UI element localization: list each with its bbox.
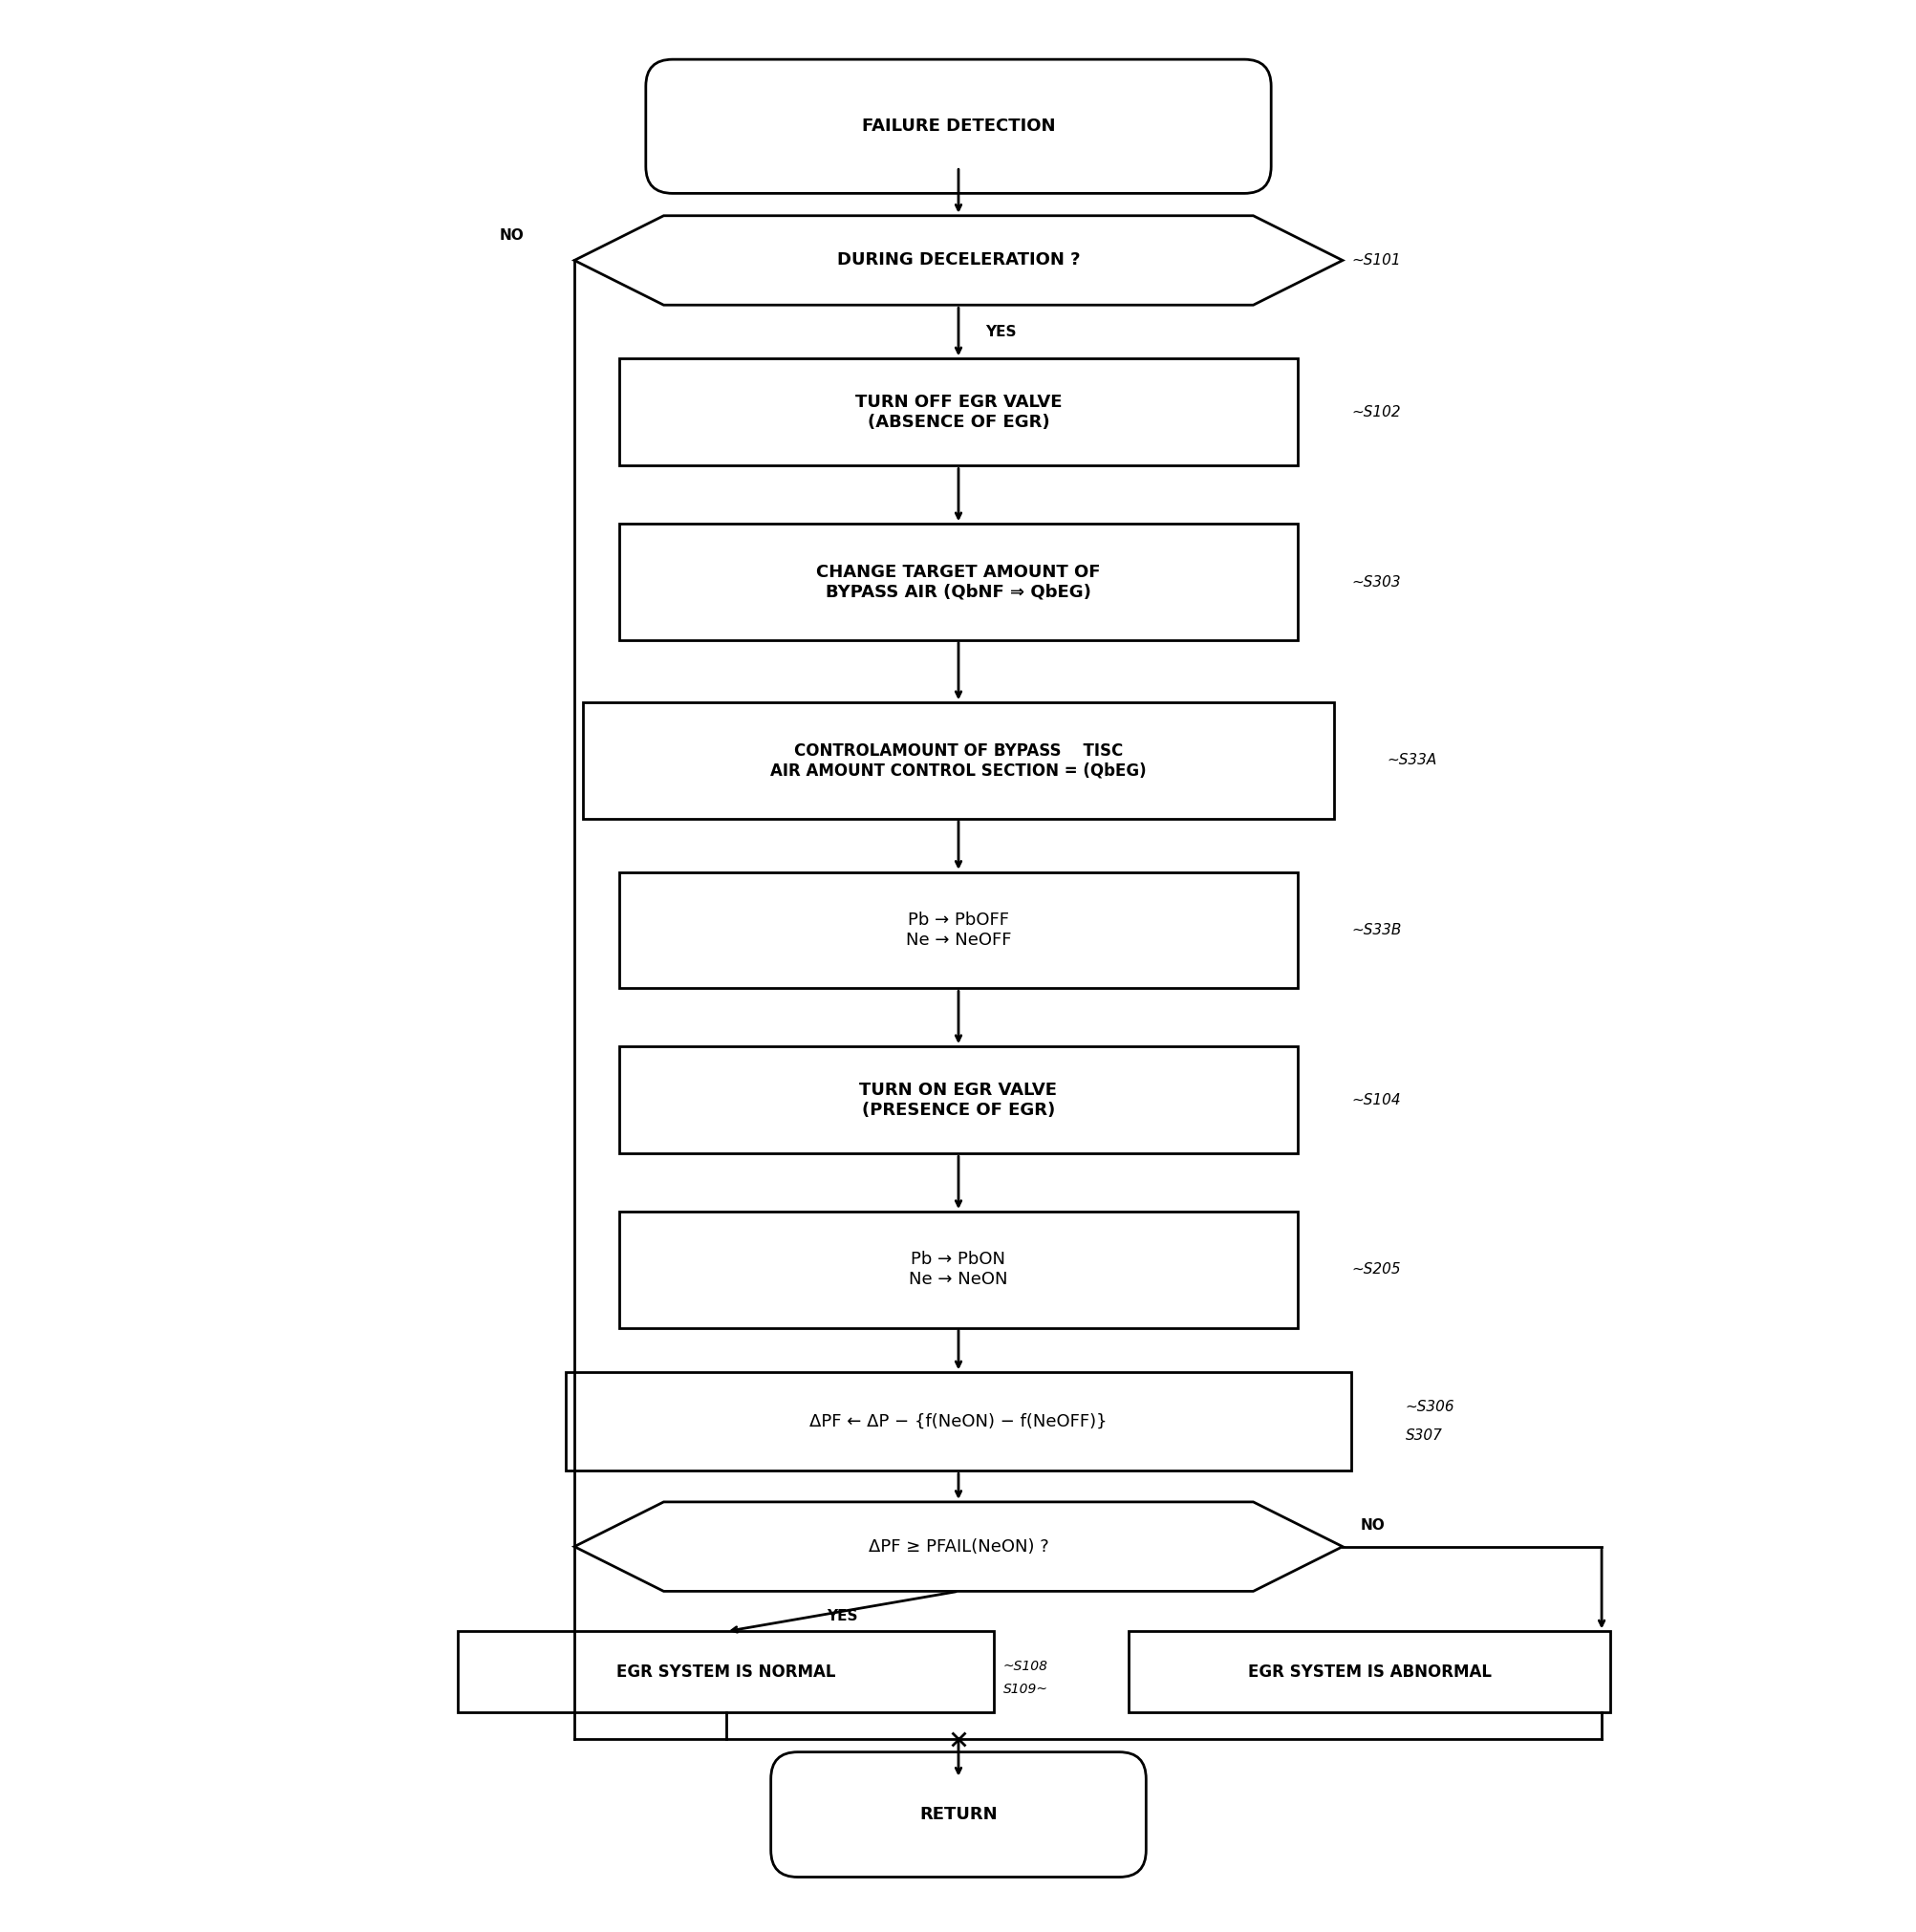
Text: ~S101: ~S101: [1351, 253, 1401, 267]
Text: EGR SYSTEM IS ABNORMAL: EGR SYSTEM IS ABNORMAL: [1247, 1663, 1491, 1681]
Text: FAILURE DETECTION: FAILURE DETECTION: [862, 118, 1054, 135]
FancyBboxPatch shape: [770, 1752, 1146, 1878]
Text: CONTROLAMOUNT OF BYPASS    TISC
AIR AMOUNT CONTROL SECTION = (QbEG): CONTROLAMOUNT OF BYPASS TISC AIR AMOUNT …: [770, 742, 1146, 779]
Text: Pb → PbON
Ne → NeON: Pb → PbON Ne → NeON: [908, 1252, 1008, 1289]
Text: EGR SYSTEM IS NORMAL: EGR SYSTEM IS NORMAL: [617, 1663, 835, 1681]
Text: ΔPF ← ΔP − {f(NeON) − f(NeOFF)}: ΔPF ← ΔP − {f(NeON) − f(NeOFF)}: [809, 1412, 1107, 1430]
Text: S109~: S109~: [1002, 1683, 1048, 1696]
Bar: [619, 524, 1297, 639]
Text: S307: S307: [1404, 1428, 1441, 1443]
Text: ~S33A: ~S33A: [1387, 753, 1437, 767]
Bar: [619, 359, 1297, 466]
Bar: [619, 1211, 1297, 1327]
Bar: [619, 871, 1297, 989]
Text: YES: YES: [826, 1609, 858, 1623]
FancyBboxPatch shape: [646, 60, 1270, 193]
Text: RETURN: RETURN: [920, 1806, 996, 1824]
Text: ~S303: ~S303: [1351, 574, 1401, 589]
Text: ~S306: ~S306: [1404, 1401, 1454, 1414]
Text: TURN OFF EGR VALVE
(ABSENCE OF EGR): TURN OFF EGR VALVE (ABSENCE OF EGR): [855, 394, 1061, 431]
Text: ~S102: ~S102: [1351, 406, 1401, 419]
Text: TURN ON EGR VALVE
(PRESENCE OF EGR): TURN ON EGR VALVE (PRESENCE OF EGR): [858, 1082, 1058, 1119]
Polygon shape: [575, 216, 1341, 305]
Text: NO: NO: [1360, 1519, 1385, 1532]
Text: CHANGE TARGET AMOUNT OF
BYPASS AIR (QbNF ⇒ QbEG): CHANGE TARGET AMOUNT OF BYPASS AIR (QbNF…: [816, 564, 1100, 601]
Text: DURING DECELERATION ?: DURING DECELERATION ?: [837, 251, 1079, 269]
Bar: [458, 1631, 994, 1712]
Text: ~S205: ~S205: [1351, 1262, 1401, 1277]
Bar: [582, 703, 1334, 819]
Bar: [619, 1047, 1297, 1153]
Text: ΔPF ≥ PFAIL(NeON) ?: ΔPF ≥ PFAIL(NeON) ?: [868, 1538, 1048, 1555]
Text: NO: NO: [500, 228, 523, 243]
Text: YES: YES: [985, 325, 1015, 338]
Bar: [565, 1372, 1351, 1470]
Text: ~S33B: ~S33B: [1351, 923, 1401, 937]
Bar: [1129, 1631, 1609, 1712]
Text: Pb → PbOFF
Ne → NeOFF: Pb → PbOFF Ne → NeOFF: [904, 912, 1012, 949]
Text: ~S104: ~S104: [1351, 1094, 1401, 1107]
Polygon shape: [575, 1501, 1341, 1592]
Text: ~S108: ~S108: [1002, 1660, 1048, 1673]
